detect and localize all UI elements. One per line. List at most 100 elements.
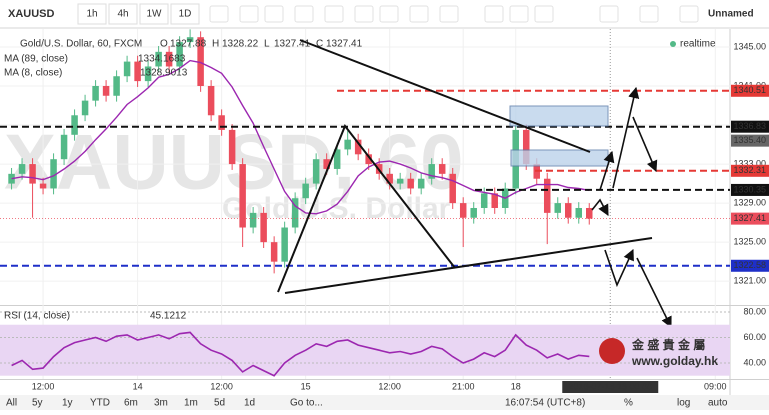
price-label: 1332.31 bbox=[733, 165, 766, 175]
trend-line bbox=[599, 150, 615, 191]
tool-button[interactable] bbox=[354, 5, 374, 23]
trend-line bbox=[299, 39, 591, 153]
goto-button[interactable]: Go to... bbox=[290, 398, 323, 409]
candle-body bbox=[449, 173, 456, 204]
range-button[interactable]: YTD bbox=[90, 398, 110, 409]
candle-body bbox=[71, 115, 78, 135]
range-button[interactable]: 5y bbox=[32, 398, 43, 409]
candle-body bbox=[60, 134, 68, 160]
rsi-tick-label: 80.00 bbox=[743, 306, 766, 316]
watermark-description: Gold/U.S. Dollar bbox=[222, 192, 451, 225]
zone bbox=[509, 105, 609, 127]
tool-button[interactable] bbox=[484, 5, 504, 23]
tool-button[interactable] bbox=[534, 5, 554, 23]
range-button[interactable]: 1m bbox=[184, 398, 198, 409]
candle-body bbox=[18, 164, 26, 174]
candle-body bbox=[207, 85, 215, 116]
trend-line bbox=[284, 237, 653, 294]
price-label: 1327.41 bbox=[733, 213, 766, 223]
candle-body bbox=[50, 159, 57, 189]
tool-button[interactable] bbox=[209, 5, 229, 23]
candle-body bbox=[281, 227, 288, 262]
candle-body bbox=[312, 159, 320, 184]
candle-body bbox=[197, 37, 204, 86]
interval[interactable]: 1h bbox=[86, 9, 97, 20]
candle-body bbox=[260, 212, 267, 243]
trend-line bbox=[636, 257, 672, 329]
candle-body bbox=[491, 193, 498, 208]
interval-button[interactable] bbox=[139, 3, 169, 25]
x-tick-label: 21:00 bbox=[452, 381, 475, 391]
tool-button[interactable] bbox=[439, 5, 459, 23]
candle-body bbox=[575, 207, 582, 218]
candle-body bbox=[586, 207, 593, 219]
ohlc-key: L bbox=[264, 39, 270, 50]
price-label: 1322.58 bbox=[733, 260, 766, 270]
interval-button[interactable] bbox=[170, 3, 200, 25]
range-button[interactable]: 6m bbox=[124, 398, 138, 409]
candle-body bbox=[291, 198, 299, 228]
chart-title: Gold/U.S. Dollar, 60, FXCM bbox=[20, 39, 142, 50]
ma-legend-name: MA (8, close) bbox=[4, 68, 62, 79]
cursor-label: 2016-07-18 18:00:00 bbox=[568, 381, 652, 391]
scale-option[interactable]: log bbox=[677, 398, 690, 409]
interval-button[interactable] bbox=[77, 3, 107, 25]
tool-button[interactable] bbox=[379, 5, 399, 23]
interval[interactable]: 4h bbox=[117, 9, 128, 20]
tool-button[interactable] bbox=[509, 5, 529, 23]
status: realtime bbox=[680, 39, 716, 50]
candle-body bbox=[249, 212, 257, 228]
trend-line bbox=[632, 116, 658, 173]
scale-option[interactable]: % bbox=[624, 398, 633, 409]
symbol: XAUUSD bbox=[8, 8, 55, 20]
candle-body bbox=[323, 159, 330, 169]
range-button[interactable]: 1y bbox=[62, 398, 73, 409]
scale-option[interactable]: auto bbox=[708, 398, 728, 409]
candle-body bbox=[365, 154, 372, 165]
range-button[interactable]: 5d bbox=[214, 398, 225, 409]
y-tick-label: 1345.00 bbox=[733, 41, 766, 51]
x-tick-label: 14 bbox=[133, 381, 143, 391]
tool-button[interactable] bbox=[599, 5, 619, 23]
tool-button[interactable] bbox=[679, 5, 699, 23]
layout-name[interactable]: Unnamed bbox=[708, 9, 754, 20]
logo-name: 金 盛 貴 金 屬 bbox=[631, 337, 705, 352]
candle-body bbox=[8, 173, 15, 184]
trend-line bbox=[612, 86, 640, 189]
tool-button[interactable] bbox=[294, 5, 314, 23]
price-label: 1340.51 bbox=[733, 85, 766, 95]
ma-line bbox=[11, 59, 590, 215]
x-tick-label: 12:00 bbox=[210, 381, 233, 391]
x-tick-label: 15 bbox=[301, 381, 311, 391]
range-button[interactable]: All bbox=[6, 398, 17, 409]
range-button[interactable]: 1d bbox=[244, 398, 255, 409]
candle-body bbox=[218, 115, 225, 130]
range-button[interactable]: 3m bbox=[154, 398, 168, 409]
candle-body bbox=[564, 203, 572, 218]
drawings bbox=[277, 39, 672, 329]
candle-body bbox=[407, 178, 414, 189]
candle-body bbox=[123, 61, 131, 77]
tool-button[interactable] bbox=[324, 5, 344, 23]
x-tick-label: 12:00 bbox=[378, 381, 401, 391]
candle-body bbox=[417, 178, 425, 189]
ma-legend-value: 1328.9013 bbox=[140, 68, 188, 79]
trend-line bbox=[277, 124, 456, 293]
candle-body bbox=[102, 85, 110, 96]
cursor-label-box bbox=[562, 381, 659, 393]
rsi-tick-label: 40.00 bbox=[743, 357, 766, 367]
candle-body bbox=[239, 164, 246, 228]
tool-button[interactable] bbox=[639, 5, 659, 23]
zone bbox=[510, 149, 609, 167]
candle-body bbox=[522, 129, 530, 165]
interval[interactable]: 1D bbox=[179, 9, 192, 20]
tool-button[interactable] bbox=[264, 5, 284, 23]
tool-button[interactable] bbox=[239, 5, 259, 23]
tool-button[interactable] bbox=[409, 5, 429, 23]
candle-body bbox=[396, 178, 404, 184]
interval[interactable]: 1W bbox=[147, 9, 163, 20]
interval-button[interactable] bbox=[108, 3, 138, 25]
y-tick-label: 1333.00 bbox=[733, 158, 766, 168]
price-label: 1330.35 bbox=[733, 184, 766, 194]
ohlc-value: 1327.41 bbox=[274, 39, 311, 50]
